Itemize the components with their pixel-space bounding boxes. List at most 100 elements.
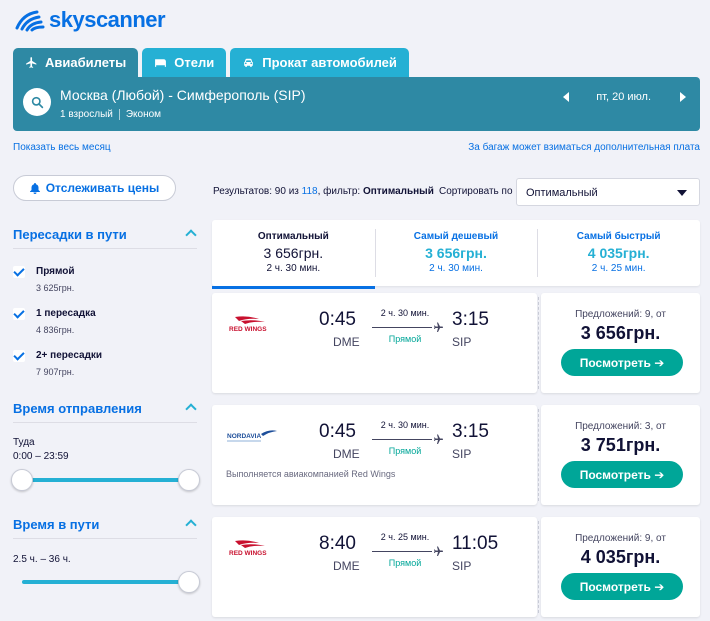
skyscanner-logo[interactable]: skyscanner <box>13 7 166 33</box>
stops-option-one[interactable]: 1 пересадка 4 836грн. <box>13 308 193 338</box>
arrival-airport: SIP <box>452 335 472 349</box>
departure-airport: DME <box>333 335 360 349</box>
itinerary-panel[interactable]: RED WINGS 0:45 DME 2 ч. 30 мин. Прямой 3… <box>212 293 537 393</box>
sort-tab-price: 3 656грн. <box>263 245 324 261</box>
chevron-up-icon <box>185 403 197 415</box>
filter-departure-header[interactable]: Время отправления <box>13 401 197 416</box>
route-line <box>372 551 432 552</box>
departure-time-range: 0:00 – 23:59 <box>13 451 69 462</box>
selected-date[interactable]: пт, 20 июл. <box>596 91 651 103</box>
baggage-fee-link[interactable]: За багаж может взиматься дополнительная … <box>468 142 700 153</box>
search-icon <box>31 96 43 108</box>
checkbox[interactable] <box>13 350 25 362</box>
stops-option-two-plus[interactable]: 2+ пересадки 7 907грн. <box>13 350 193 380</box>
plane-icon <box>434 434 443 444</box>
itinerary-panel[interactable]: NORDAVIA 0:45 DME 2 ч. 30 мин. Прямой 3:… <box>212 405 537 505</box>
flight-duration: 2 ч. 30 мин. <box>380 308 430 318</box>
sort-tab-fastest[interactable]: Самый быстрый 4 035грн. 2 ч. 25 мин. <box>537 220 700 286</box>
chevron-up-icon <box>185 229 197 241</box>
arrival-airport: SIP <box>452 559 472 573</box>
flight-result-card[interactable]: RED WINGS 0:45 DME 2 ч. 30 мин. Прямой 3… <box>212 293 700 393</box>
flight-result-card[interactable]: RED WINGS 8:40 DME 2 ч. 25 мин. Прямой 1… <box>212 517 700 617</box>
option-label: 1 пересадка <box>36 308 96 319</box>
chevron-down-icon <box>677 190 687 196</box>
tab-car-rental[interactable]: Прокат автомобилей <box>230 48 409 77</box>
plane-icon <box>434 322 443 332</box>
filter-duration-header[interactable]: Время в пути <box>13 517 197 532</box>
search-summary-bar[interactable]: Москва (Любой) - Симферополь (SIP) 1 взр… <box>13 77 700 131</box>
view-deal-button[interactable]: Посмотреть ➔ <box>561 573 683 600</box>
offers-count: Предложений: 9, от <box>575 533 666 544</box>
results-count: Результатов: 90 из 118, фильтр: Оптималь… <box>213 186 434 197</box>
route-text: Москва (Любой) - Симферополь (SIP) <box>60 87 306 103</box>
cabin-class-text: Эконом <box>125 109 162 120</box>
arrival-time: 3:15 <box>452 309 489 330</box>
view-deal-button[interactable]: Посмотреть ➔ <box>561 349 683 376</box>
departure-airport: DME <box>333 447 360 461</box>
plane-icon <box>25 56 38 69</box>
sort-label: Сортировать по <box>439 186 513 197</box>
divider <box>13 248 197 249</box>
operated-by-text: Выполняется авиакомпанией Red Wings <box>226 469 396 479</box>
sort-dropdown[interactable]: Оптимальный <box>516 178 700 206</box>
slider-min-handle[interactable] <box>11 469 33 491</box>
sort-tabs: Оптимальный 3 656грн. 2 ч. 30 мин. Самый… <box>212 220 700 289</box>
sort-tab-price: 3 656грн. <box>425 245 487 261</box>
divider <box>118 109 120 120</box>
previous-date-arrow-icon[interactable] <box>563 92 570 102</box>
tab-hotels-label: Отели <box>174 55 215 70</box>
slider-max-handle[interactable] <box>178 571 200 593</box>
filter-value: Оптимальный <box>362 186 434 197</box>
tab-hotels[interactable]: Отели <box>142 48 227 77</box>
route-line <box>372 327 432 328</box>
results-total-link[interactable]: 118 <box>301 186 318 197</box>
flight-price: 3 656грн. <box>580 323 661 343</box>
duration-range: 2.5 ч. – 36 ч. <box>13 554 71 565</box>
filter-departure-title: Время отправления <box>13 401 142 416</box>
flight-duration: 2 ч. 25 мин. <box>380 532 430 542</box>
track-prices-label: Отслеживать цены <box>45 181 160 195</box>
next-date-arrow-icon[interactable] <box>680 92 686 102</box>
show-whole-month-link[interactable]: Показать весь месяц <box>13 142 111 153</box>
svg-text:NORDAVIA: NORDAVIA <box>227 433 261 440</box>
divider <box>538 409 539 501</box>
checkbox[interactable] <box>13 266 25 278</box>
nordavia-logo-icon: NORDAVIA <box>227 430 277 442</box>
search-button[interactable] <box>23 88 51 116</box>
itinerary-panel[interactable]: RED WINGS 8:40 DME 2 ч. 25 мин. Прямой 1… <box>212 517 537 617</box>
svg-text:RED WINGS: RED WINGS <box>229 326 267 333</box>
tab-flights-label: Авиабилеты <box>45 55 127 70</box>
sort-tab-duration: 2 ч. 30 мин. <box>266 263 321 274</box>
departure-time: 0:45 <box>319 309 356 330</box>
arrow-right-icon: ➔ <box>654 355 665 370</box>
sort-tab-best[interactable]: Оптимальный 3 656грн. 2 ч. 30 мин. <box>212 220 375 289</box>
arrow-right-icon: ➔ <box>654 579 665 594</box>
sort-tab-title: Оптимальный <box>257 231 329 242</box>
slider-max-handle[interactable] <box>178 469 200 491</box>
tab-flights[interactable]: Авиабилеты <box>13 48 139 77</box>
filter-stops-title: Пересадки в пути <box>13 227 127 242</box>
track-prices-button[interactable]: Отслеживать цены <box>13 175 176 201</box>
red-wings-logo-icon: RED WINGS <box>229 316 267 333</box>
checkbox[interactable] <box>13 308 25 320</box>
duration-slider[interactable] <box>22 571 200 593</box>
view-deal-label: Посмотреть <box>579 355 651 370</box>
sort-tab-duration: 2 ч. 25 мин. <box>591 263 646 274</box>
filter-stops-header[interactable]: Пересадки в пути <box>13 227 197 242</box>
stops-info: Прямой <box>388 334 422 344</box>
view-deal-button[interactable]: Посмотреть ➔ <box>561 461 683 488</box>
arrow-right-icon: ➔ <box>654 467 665 482</box>
flight-result-card[interactable]: NORDAVIA 0:45 DME 2 ч. 30 мин. Прямой 3:… <box>212 405 700 505</box>
sort-tab-title: Самый быстрый <box>576 231 661 242</box>
view-deal-label: Посмотреть <box>579 579 651 594</box>
sort-tab-cheapest[interactable]: Самый дешевый 3 656грн. 2 ч. 30 мин. <box>374 220 538 286</box>
arrival-time: 3:15 <box>452 421 489 442</box>
departure-time-slider[interactable] <box>11 469 200 491</box>
sort-tab-duration: 2 ч. 30 мин. <box>429 263 483 274</box>
results-prefix: Результатов: 90 из <box>213 186 299 197</box>
sunrise-logo-icon <box>15 10 45 32</box>
stops-option-direct[interactable]: Прямой 3 625грн. <box>13 266 193 296</box>
price-panel: Предложений: 9, от 4 035грн. Посмотреть … <box>541 517 700 617</box>
departure-time: 8:40 <box>319 533 356 554</box>
option-price: 3 625грн. <box>36 283 75 293</box>
